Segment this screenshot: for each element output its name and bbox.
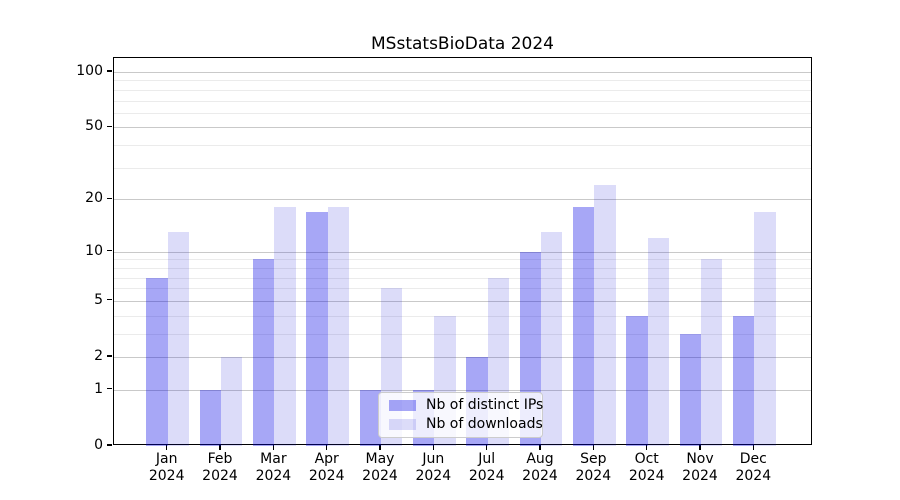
chart-title: MSstatsBioData 2024: [371, 34, 554, 54]
legend-item-distinct-ips: Nb of distinct IPs: [389, 398, 543, 413]
bar-distinct-ips: [306, 211, 328, 446]
x-tick-mark: [379, 445, 381, 450]
x-tick-mark: [646, 445, 648, 450]
bar-downloads: [327, 207, 349, 446]
y-tick-label: 50: [85, 118, 103, 135]
bar-distinct-ips: [733, 315, 755, 446]
y-tick-label: 5: [94, 291, 103, 308]
x-tick-mark: [326, 445, 328, 450]
y-tick-label: 100: [76, 63, 103, 79]
legend: Nb of distinct IPs Nb of downloads: [378, 392, 543, 438]
y-tick-mark: [107, 250, 112, 252]
y-tick-label: 20: [85, 190, 103, 207]
bar-distinct-ips: [146, 277, 168, 446]
minor-gridline: [114, 267, 811, 269]
plot-area: [113, 57, 812, 446]
x-tick-label: Oct 2024: [628, 451, 665, 484]
x-tick-mark: [486, 445, 488, 450]
x-tick-label: Mar 2024: [255, 451, 292, 484]
y-tick-label: 2: [94, 348, 103, 364]
x-tick-label: Feb 2024: [202, 451, 238, 484]
minor-gridline: [114, 259, 811, 261]
minor-gridline: [114, 167, 811, 169]
y-tick-mark: [107, 70, 112, 72]
bar-distinct-ips: [359, 389, 381, 446]
x-tick-label: Jul 2024: [468, 451, 505, 484]
y-tick-mark: [107, 444, 112, 446]
bar-downloads: [594, 185, 616, 446]
bar-downloads: [754, 211, 776, 446]
y-tick-mark: [107, 299, 112, 301]
x-tick-mark: [432, 445, 434, 450]
legend-item-downloads: Nb of downloads: [389, 417, 543, 432]
x-tick-label: Jan 2024: [148, 451, 185, 484]
x-tick-label: May 2024: [362, 451, 398, 484]
bar-distinct-ips: [626, 315, 648, 446]
legend-label-distinct-ips: Nb of distinct IPs: [426, 397, 544, 413]
minor-gridline: [114, 333, 811, 335]
major-gridline: [114, 300, 811, 302]
x-tick-mark: [166, 445, 168, 450]
major-gridline: [114, 127, 811, 129]
x-tick-label: Apr 2024: [308, 451, 345, 484]
x-tick-label: Dec 2024: [735, 451, 772, 484]
x-tick-mark: [699, 445, 701, 450]
y-tick-mark: [107, 125, 112, 127]
bar-distinct-ips: [199, 389, 221, 446]
x-tick-label: Jun 2024: [415, 451, 452, 484]
x-tick-label: Aug 2024: [522, 451, 558, 484]
x-tick-label: Nov 2024: [682, 451, 718, 484]
minor-gridline: [114, 112, 811, 114]
bar-downloads: [274, 207, 296, 446]
x-tick-mark: [219, 445, 221, 450]
y-tick-label: 10: [85, 242, 103, 259]
bar-distinct-ips: [253, 259, 275, 446]
y-tick-label: 0: [94, 437, 103, 453]
y-tick-mark: [107, 388, 112, 390]
x-tick-mark: [752, 445, 754, 450]
bar-distinct-ips: [573, 207, 595, 446]
minor-gridline: [114, 100, 811, 102]
minor-gridline: [114, 145, 811, 146]
legend-swatch-distinct-ips: [389, 400, 416, 411]
bars-layer: [114, 58, 811, 446]
legend-label-downloads: Nb of downloads: [426, 416, 543, 432]
minor-gridline: [114, 89, 811, 91]
bar-downloads: [701, 259, 723, 446]
x-tick-label: Sep 2024: [575, 451, 612, 484]
major-gridline: [114, 357, 811, 358]
y-tick-label: 1: [94, 380, 103, 397]
major-gridline: [114, 251, 811, 253]
minor-gridline: [114, 315, 811, 317]
minor-gridline: [114, 80, 811, 82]
major-gridline: [114, 199, 811, 201]
x-tick-mark: [539, 445, 541, 450]
major-gridline: [114, 72, 811, 73]
grid-layer: [114, 58, 811, 444]
x-tick-mark: [592, 445, 594, 450]
minor-gridline: [114, 277, 811, 279]
bar-downloads: [647, 238, 669, 446]
minor-gridline: [114, 288, 811, 290]
major-gridline: [114, 389, 811, 391]
x-tick-mark: [272, 445, 275, 450]
bar-downloads: [221, 357, 243, 446]
bar-distinct-ips: [679, 333, 701, 446]
y-tick-mark: [107, 197, 112, 199]
legend-swatch-downloads: [389, 419, 416, 430]
bar-downloads: [167, 232, 189, 446]
bar-downloads: [541, 232, 563, 446]
y-tick-mark: [107, 355, 112, 357]
